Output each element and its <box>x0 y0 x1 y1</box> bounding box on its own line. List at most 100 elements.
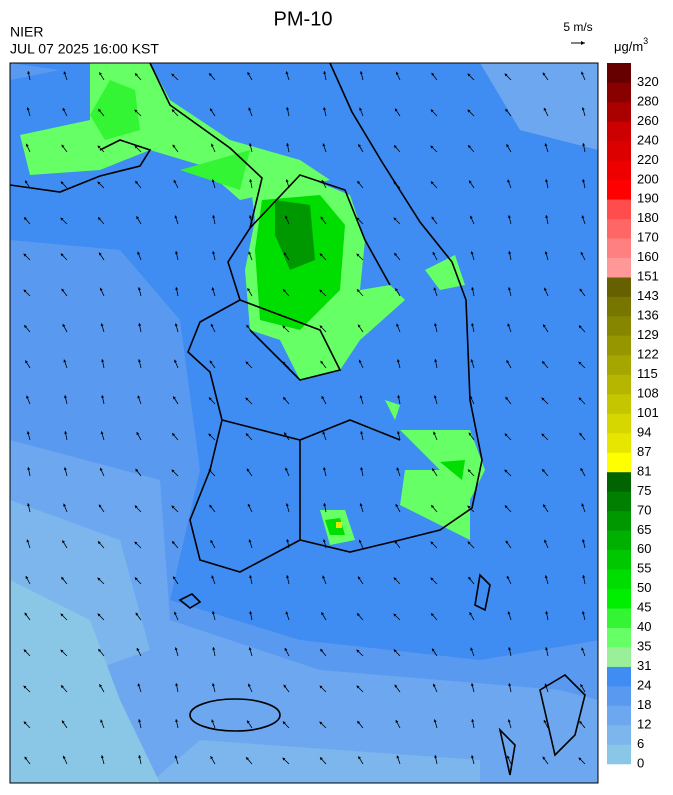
wind-arrowhead <box>396 323 400 327</box>
wind-arrowhead <box>545 215 549 219</box>
wind-arrowhead <box>212 251 216 255</box>
wind-arrowhead <box>60 649 64 653</box>
wind-arrowhead <box>430 541 434 545</box>
wind-arrowhead <box>63 71 67 75</box>
wind-arrowhead <box>505 540 509 544</box>
wind-arrowhead <box>319 289 323 293</box>
wind-arrowhead <box>64 431 68 435</box>
wind-arrowhead <box>322 143 326 147</box>
wind-arrowhead <box>211 287 215 291</box>
wind-arrowhead <box>467 505 471 509</box>
wind-arrowhead <box>393 613 397 617</box>
sea-corner <box>10 63 60 80</box>
colorbar-label: 160 <box>637 249 659 264</box>
wind-arrowhead <box>360 431 364 435</box>
wind-arrowhead <box>320 757 323 761</box>
wind-arrowhead <box>248 647 252 651</box>
wind-arrowhead <box>174 323 178 327</box>
green-capital-core <box>275 200 315 270</box>
colorbar-block <box>607 569 631 590</box>
wind-arrowhead <box>433 431 436 435</box>
wind-arrowhead <box>395 71 399 75</box>
wind-arrowhead <box>358 144 362 148</box>
wind-arrowhead <box>172 433 176 437</box>
wind-arrowhead <box>357 721 361 725</box>
wind-arrowhead <box>545 611 549 615</box>
wind-arrowhead <box>542 361 545 365</box>
wind-arrowhead <box>504 469 508 473</box>
wind-arrowhead <box>248 215 252 219</box>
colorbar-block <box>607 238 631 259</box>
wind-arrowhead <box>285 503 289 507</box>
colorbar-block <box>607 432 631 453</box>
colorbar-block <box>607 705 631 726</box>
wind-arrowhead <box>64 395 68 399</box>
wind-arrowhead <box>61 288 65 292</box>
wind-arrowhead <box>431 216 435 220</box>
colorbar-label: 280 <box>637 93 659 108</box>
wind-arrowhead <box>60 217 64 221</box>
colorbar-label: 122 <box>637 347 659 362</box>
wind-arrowhead <box>175 683 179 687</box>
wind-arrowhead <box>394 684 398 688</box>
wind-arrowhead <box>356 217 360 221</box>
wind-arrowhead <box>134 577 138 581</box>
wind-arrowhead <box>467 541 471 545</box>
wind-arrowhead <box>322 431 326 435</box>
wind-arrowhead <box>247 503 251 507</box>
wind-arrowhead <box>359 71 363 75</box>
colorbar-block <box>607 277 631 297</box>
wind-arrowhead <box>24 325 28 329</box>
wind-arrowhead <box>26 107 30 111</box>
colorbar-block <box>607 316 631 336</box>
wind-arrowhead <box>27 71 31 75</box>
colorbar-label: 94 <box>637 424 651 439</box>
wind-arrowhead <box>432 648 435 652</box>
wind-arrowhead <box>62 540 66 544</box>
wind-arrowhead <box>359 395 363 399</box>
wind-arrowhead <box>248 251 252 255</box>
wind-arrowhead <box>504 73 508 77</box>
wind-arrowhead <box>26 431 30 435</box>
colorbar-block <box>607 413 631 434</box>
wind-arrowhead <box>208 469 212 473</box>
wind-arrowhead <box>209 504 213 508</box>
wind-arrowhead <box>135 181 139 184</box>
colorbar-block <box>607 666 631 687</box>
wind-arrowhead <box>284 647 288 651</box>
wind-arrowhead <box>60 181 64 185</box>
wind-arrowhead <box>469 395 473 399</box>
wind-arrowhead <box>134 145 138 149</box>
wind-arrowhead <box>504 505 508 509</box>
wind-arrowhead <box>393 217 397 221</box>
wind-arrowhead <box>470 647 474 651</box>
wind-arrowhead <box>285 611 289 615</box>
colorbar-label: 320 <box>637 74 659 89</box>
wind-arrowhead <box>138 323 142 327</box>
wind-arrowhead <box>470 359 474 363</box>
wind-arrowhead <box>357 289 360 293</box>
wind-arrowhead <box>322 539 326 543</box>
wind-arrowhead <box>134 505 138 509</box>
wind-arrowhead <box>359 107 363 111</box>
wind-arrowhead <box>211 143 214 147</box>
wind-arrowhead <box>430 145 434 149</box>
wind-arrowhead <box>357 576 361 580</box>
wind-arrowhead <box>210 756 214 760</box>
wind-arrowhead <box>174 755 178 759</box>
wind-arrowhead <box>209 360 213 364</box>
wind-arrowhead <box>60 253 64 257</box>
colorbar-label: 65 <box>637 522 651 537</box>
wind-arrowhead <box>319 253 323 257</box>
colorbar-label: 50 <box>637 580 651 595</box>
wind-arrowhead <box>543 504 546 508</box>
wind-arrowhead <box>100 323 104 327</box>
wind-arrowhead <box>578 325 582 329</box>
wind-arrowhead <box>173 576 176 580</box>
wind-arrowhead <box>432 252 436 256</box>
colorbar-block <box>607 627 631 648</box>
wind-arrowhead <box>99 467 103 471</box>
colorbar-block <box>607 530 631 551</box>
wind-arrowhead <box>101 359 105 363</box>
wind-arrowhead <box>210 540 214 544</box>
